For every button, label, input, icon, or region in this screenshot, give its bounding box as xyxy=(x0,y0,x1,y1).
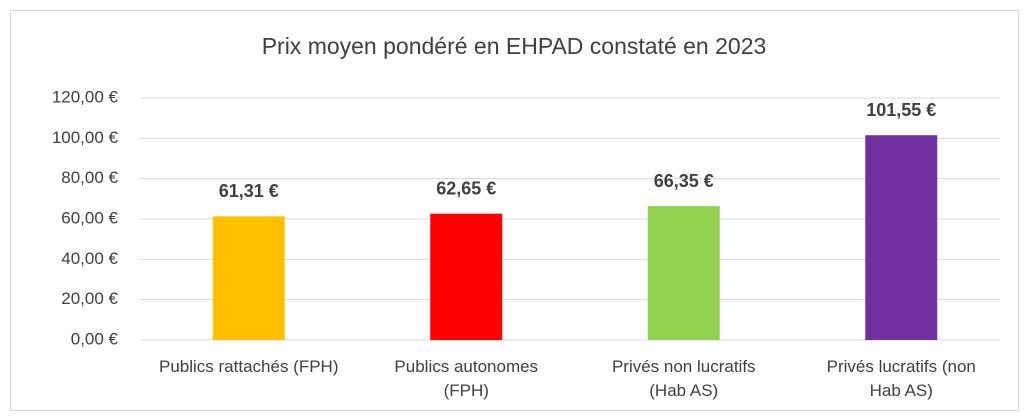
value-label: 66,35 € xyxy=(654,171,714,191)
x-tick-label: Publics autonomes (FPH) xyxy=(394,357,538,400)
value-label: 101,55 € xyxy=(866,100,936,120)
y-tick-label: 20,00 € xyxy=(61,289,118,308)
x-tick-label: Privés lucratifs (non Hab AS) xyxy=(827,357,976,400)
value-label: 61,31 € xyxy=(219,181,279,201)
bar xyxy=(430,213,503,340)
y-tick-label: 120,00 € xyxy=(52,87,119,106)
y-tick-label: 100,00 € xyxy=(52,128,119,147)
chart-border xyxy=(10,10,1019,411)
x-tick-label: Privés non lucratifs (Hab AS) xyxy=(612,357,756,400)
bar xyxy=(647,206,720,340)
value-label: 62,65 € xyxy=(436,178,496,198)
y-tick-label: 80,00 € xyxy=(61,168,118,187)
y-tick-label: 0,00 € xyxy=(71,329,119,348)
bar xyxy=(212,216,285,340)
y-tick-label: 60,00 € xyxy=(61,208,118,227)
x-tick-label: Publics rattachés (FPH) xyxy=(159,357,339,376)
y-tick-label: 40,00 € xyxy=(61,249,118,268)
bar xyxy=(865,135,938,340)
chart-title: Prix moyen pondéré en EHPAD constaté en … xyxy=(262,33,767,59)
